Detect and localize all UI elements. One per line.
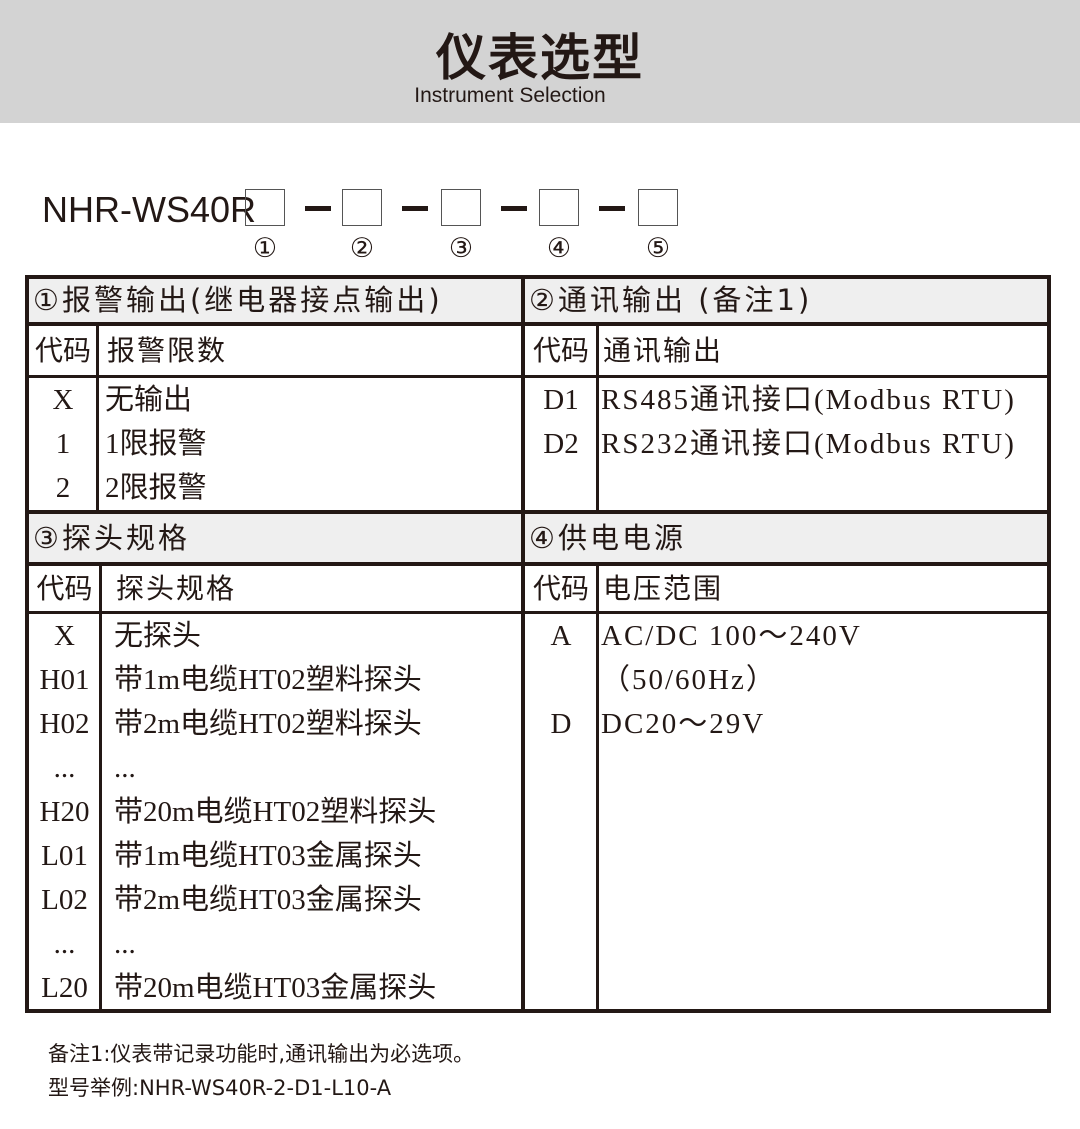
code-column-header: 代码 xyxy=(34,334,91,367)
dash-separator xyxy=(402,206,428,211)
row-description: ... xyxy=(114,752,136,784)
row-description: RS485通讯接口(Modbus RTU) xyxy=(601,384,1016,416)
model-slot-number: ⑤ xyxy=(645,233,671,264)
desc-column-header: 通讯输出 xyxy=(603,334,724,367)
dash-separator xyxy=(305,206,331,211)
row-code: X xyxy=(54,620,75,652)
code-column-header: 代码 xyxy=(532,334,589,367)
row-description: 1限报警 xyxy=(105,428,207,460)
model-slot-box xyxy=(342,189,382,226)
row-code: D1 xyxy=(543,384,579,416)
model-prefix: NHR-WS40R xyxy=(42,189,257,230)
desc-column-header: 电压范围 xyxy=(603,572,724,605)
row-code: 2 xyxy=(55,472,71,504)
section-title: ③探头规格 xyxy=(29,514,521,566)
column-headers: 代码 探头规格 xyxy=(29,566,521,614)
code-column-divider xyxy=(596,326,599,510)
row-code: L01 xyxy=(41,840,88,872)
row-description: ... xyxy=(114,928,136,960)
code-column-divider xyxy=(96,326,99,510)
model-slot-number: ③ xyxy=(448,233,474,264)
row-description: 带20m电缆HT03金属探头 xyxy=(114,972,437,1004)
selection-table xyxy=(25,275,1051,1013)
model-slot-box xyxy=(245,189,285,226)
note-example: 型号举例:NHR-WS40R-2-D1-L10-A xyxy=(48,1076,392,1100)
row-code: L20 xyxy=(41,972,88,1004)
row-description: 2限报警 xyxy=(105,472,207,504)
section-title: ④供电电源 xyxy=(525,514,1047,566)
page-subtitle: Instrument Selection xyxy=(414,84,606,107)
code-column-header: 代码 xyxy=(36,572,93,605)
row-description: 无输出 xyxy=(105,384,193,416)
row-code: ... xyxy=(53,928,76,960)
header-band xyxy=(0,0,1080,123)
code-column-divider xyxy=(596,566,599,1009)
column-divider xyxy=(521,275,525,1013)
dash-separator xyxy=(501,206,527,211)
row-code: 1 xyxy=(55,428,71,460)
dash-separator xyxy=(599,206,625,211)
model-slot-number: ① xyxy=(252,233,278,264)
model-slot-number: ② xyxy=(349,233,375,264)
row-description: 带20m电缆HT02塑料探头 xyxy=(114,796,437,828)
model-slot-box xyxy=(638,189,678,226)
row-description: 无探头 xyxy=(114,620,202,652)
section-title: ②通讯输出 (备注1) xyxy=(525,279,1047,326)
row-code: ... xyxy=(53,752,76,784)
row-description: DC20～29V xyxy=(601,708,766,740)
section-comm: ②通讯输出 (备注1) 代码 通讯输出 D1 RS485通讯接口(Modbus RTU)… xyxy=(525,279,1047,510)
row-code: H01 xyxy=(39,664,90,696)
model-slot-box xyxy=(441,189,481,226)
section-alarm: ①报警输出(继电器接点输出) 代码 报警限数 X 无输出 1 1限报警 2 2限报警 xyxy=(29,279,521,510)
model-slot-number: ④ xyxy=(546,233,572,264)
section-power: ④供电电源 代码 电压范围 A AC/DC 100～240V （50/60Hz） D DC20… xyxy=(525,514,1047,1009)
column-headers: 代码 通讯输出 xyxy=(525,326,1047,378)
row-description: （50/60Hz） xyxy=(601,664,777,696)
column-headers: 代码 报警限数 xyxy=(29,326,521,378)
code-column-divider xyxy=(99,566,102,1009)
section-probe: ③探头规格 代码 探头规格 X 无探头 H01 带1m电缆HT02塑料探头 H02 带2m电缆H… xyxy=(29,514,521,1009)
code-column-header: 代码 xyxy=(532,572,589,605)
row-code: L02 xyxy=(41,884,88,916)
row-code: A xyxy=(550,620,572,652)
row-description: 带1m电缆HT03金属探头 xyxy=(114,840,422,872)
note-1: 备注1:仪表带记录功能时,通讯输出为必选项。 xyxy=(48,1042,475,1066)
row-code: X xyxy=(52,384,74,416)
model-slot-box xyxy=(539,189,579,226)
row-description: RS232通讯接口(Modbus RTU) xyxy=(601,428,1016,460)
row-divider xyxy=(25,510,1051,514)
row-code: H02 xyxy=(39,708,90,740)
section-title: ①报警输出(继电器接点输出) xyxy=(29,279,521,326)
row-description: AC/DC 100～240V xyxy=(601,620,862,652)
row-description: 带2m电缆HT03金属探头 xyxy=(114,884,422,916)
row-code: D2 xyxy=(543,428,579,460)
row-code: H20 xyxy=(39,796,90,828)
desc-column-header: 报警限数 xyxy=(107,334,228,367)
row-description: 带1m电缆HT02塑料探头 xyxy=(114,664,422,696)
row-description: 带2m电缆HT02塑料探头 xyxy=(114,708,422,740)
page-title: 仪表选型 xyxy=(436,29,644,87)
desc-column-header: 探头规格 xyxy=(116,572,237,605)
row-code: D xyxy=(550,708,572,740)
column-headers: 代码 电压范围 xyxy=(525,566,1047,614)
